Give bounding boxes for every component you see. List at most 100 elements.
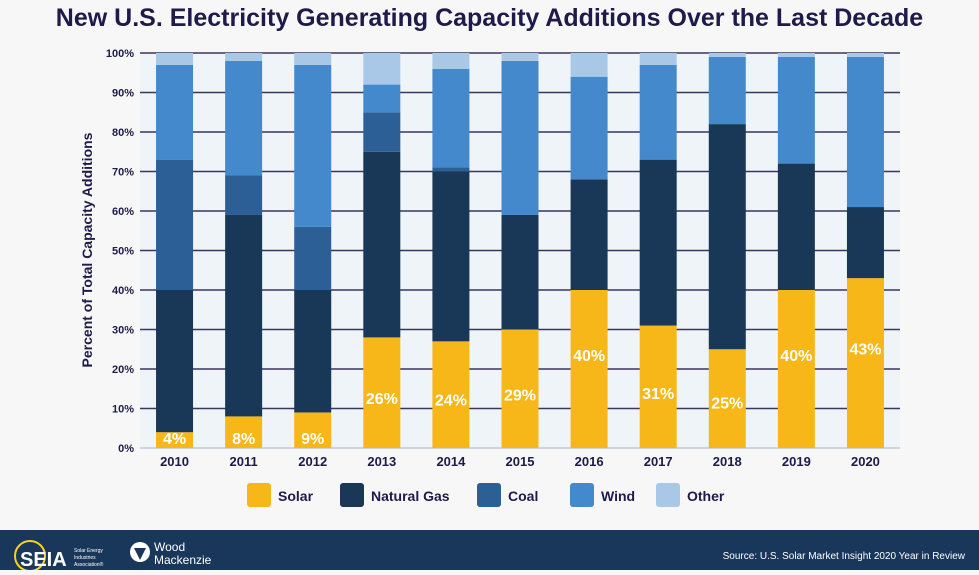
y-tick-label: 0%: [118, 443, 134, 455]
bar-wind: [708, 56, 746, 125]
legend-label: Wind: [601, 488, 635, 504]
bar-other: [708, 53, 746, 57]
bar-solar: [225, 416, 263, 448]
bar-wind: [363, 84, 401, 113]
legend-label: Other: [687, 488, 725, 504]
svg-text:Industries: Industries: [74, 555, 96, 561]
bar-solar: [777, 290, 815, 448]
stacked-bar-chart: 0% 10% 20% 30% 40% 50% 60% 70% 80% 90% 100% Percent…: [79, 48, 900, 507]
y-tick-label: 30%: [112, 325, 134, 337]
x-tick-label: 2017: [644, 454, 673, 469]
bar-other: [639, 53, 677, 65]
legend-swatch: [247, 483, 271, 507]
x-tick-label: 2016: [575, 454, 604, 469]
bar-other: [570, 53, 608, 77]
bar-coal: [156, 159, 194, 290]
bar-other: [294, 53, 332, 65]
bar-wind: [777, 56, 815, 164]
bar-natural-gas: [846, 207, 884, 279]
legend-swatch: [340, 483, 364, 507]
data-label: 9%: [301, 431, 324, 448]
bar-solar: [846, 278, 884, 448]
bar-natural-gas: [777, 163, 815, 290]
footer: SEIA Solar Energy Industries Association…: [0, 530, 979, 573]
data-label: 43%: [849, 342, 881, 359]
bar-wind: [570, 76, 608, 180]
bar-coal: [294, 226, 332, 290]
data-label: 26%: [366, 391, 398, 408]
bar-natural-gas: [363, 151, 401, 338]
seia-logo-icon: SEIA Solar Energy Industries Association…: [14, 540, 104, 572]
svg-text:SEIA: SEIA: [20, 549, 67, 570]
y-axis-label: Percent of Total Capacity Additions: [79, 132, 95, 367]
bar-wind: [225, 60, 263, 176]
data-label: 31%: [642, 386, 674, 403]
x-tick-label: 2020: [851, 454, 880, 469]
bar-other: [363, 53, 401, 85]
legend-swatch: [570, 483, 594, 507]
bar-solar: [363, 337, 401, 448]
bar-other: [777, 53, 815, 57]
data-label: 29%: [504, 388, 536, 405]
bar-coal: [225, 175, 263, 215]
y-tick-label: 80%: [112, 127, 134, 139]
legend-swatch: [656, 483, 680, 507]
x-tick-label: 2010: [160, 454, 189, 469]
y-tick-label: 50%: [112, 246, 134, 258]
bar-other: [225, 53, 263, 61]
chart-title: New U.S. Electricity Generating Capacity…: [55, 4, 924, 32]
x-tick-label: 2014: [436, 454, 466, 469]
bar-natural-gas: [501, 214, 539, 330]
bar-solar: [639, 325, 677, 448]
y-tick-label: 70%: [112, 167, 134, 179]
legend-swatch: [477, 483, 501, 507]
bar-solar: [501, 329, 539, 448]
bar-other: [846, 53, 884, 57]
data-label: 40%: [573, 348, 605, 365]
data-label: 4%: [163, 431, 186, 448]
x-tick-label: 2013: [367, 454, 396, 469]
bar-natural-gas: [294, 290, 332, 413]
svg-text:Association®: Association®: [74, 561, 104, 568]
bar-solar: [432, 341, 470, 448]
data-label: 25%: [711, 396, 743, 413]
svg-text:Mackenzie: Mackenzie: [154, 553, 212, 567]
y-tick-label: 60%: [112, 206, 134, 218]
legend-label: Solar: [278, 488, 314, 504]
wood-mackenzie-logo: Wood Mackenzie: [128, 538, 228, 573]
bar-coal: [363, 112, 401, 152]
bar-solar: [708, 349, 746, 448]
legend-label: Coal: [508, 488, 538, 504]
bar-solar: [570, 290, 608, 448]
x-tick-label: 2018: [713, 454, 742, 469]
x-tick-label: 2011: [230, 454, 258, 469]
wood-mackenzie-logo-icon: Wood Mackenzie: [130, 540, 212, 567]
bar-wind: [846, 56, 884, 208]
bar-wind: [294, 64, 332, 227]
bar-other: [156, 53, 194, 65]
y-tick-label: 20%: [112, 364, 134, 376]
x-tick-label: 2015: [506, 454, 535, 469]
bar-wind: [432, 68, 470, 168]
data-label: 24%: [435, 392, 467, 409]
svg-text:Wood: Wood: [154, 540, 185, 554]
bar-wind: [639, 64, 677, 160]
data-label: 40%: [780, 348, 812, 365]
bar-natural-gas: [639, 159, 677, 326]
x-tick-label: 2019: [782, 454, 811, 469]
bar-natural-gas: [156, 290, 194, 433]
svg-text:Solar Energy: Solar Energy: [74, 548, 103, 554]
bar-natural-gas: [708, 124, 746, 350]
source-note: Source: U.S. Solar Market Insight 2020 Y…: [722, 551, 965, 562]
bar-natural-gas: [570, 179, 608, 290]
seia-logo: SEIA Solar Energy Industries Association…: [12, 536, 107, 572]
y-tick-label: 40%: [112, 285, 134, 297]
bar-other: [432, 53, 470, 69]
bar-coal: [432, 167, 470, 172]
bar-other: [501, 53, 539, 61]
x-tick-label: 2012: [298, 454, 327, 469]
bar-solar: [156, 432, 194, 448]
bar-natural-gas: [225, 214, 263, 417]
data-label: 8%: [232, 431, 255, 448]
legend-label: Natural Gas: [371, 488, 450, 504]
